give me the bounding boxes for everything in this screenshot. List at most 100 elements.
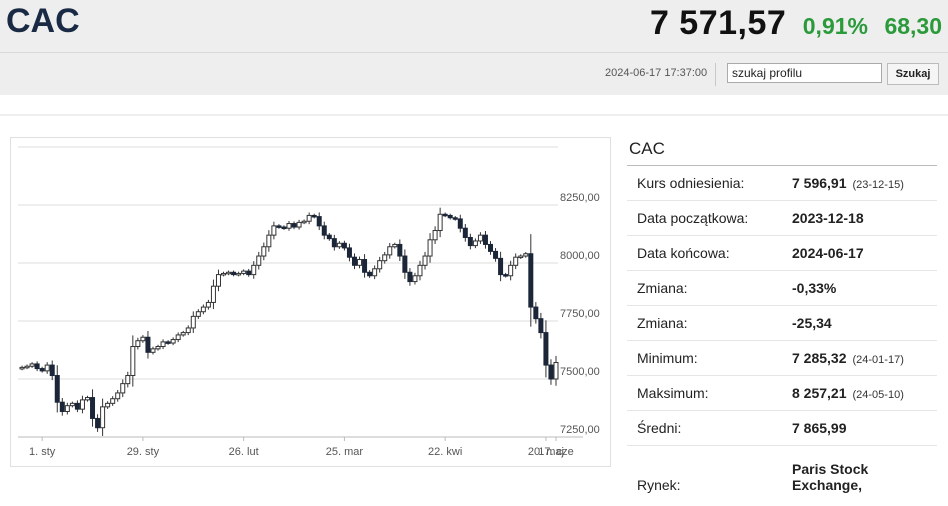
candle-body [297, 222, 301, 227]
candle-body [489, 244, 493, 251]
candle-body [448, 215, 452, 217]
candle-body [322, 226, 326, 235]
candle-body [75, 403, 79, 409]
candle-body [358, 260, 362, 266]
candle-body [337, 243, 341, 246]
candle-body [146, 337, 150, 352]
candle-body [287, 224, 291, 229]
candle-body [136, 341, 140, 347]
search-input[interactable] [727, 63, 882, 83]
candle-body [65, 406, 69, 412]
candle-body [91, 398, 95, 419]
x-tick-label: 1. sty [29, 446, 56, 458]
stat-row-maximum: Maksimum: 8 257,21 (24-05-10) [627, 376, 937, 411]
candle-body [211, 286, 215, 302]
x-tick-label: 29. sty [127, 446, 160, 458]
stat-label: Minimum: [637, 350, 698, 366]
toolbar-separator [715, 63, 716, 86]
candle-body [363, 260, 367, 273]
candle-body [463, 228, 467, 237]
stat-label: Zmiana: [637, 315, 688, 331]
candle-body [312, 215, 316, 217]
stat-value: -0,33% [792, 280, 836, 296]
candle-body [70, 403, 74, 405]
stat-value-text: 7 596,91 [792, 175, 847, 191]
y-tick-label: 7750,00 [560, 308, 600, 320]
stat-value: 7 865,99 [792, 420, 847, 436]
candle-body [342, 243, 346, 248]
candle-body [85, 398, 89, 400]
candle-body [121, 384, 125, 393]
candle-body [50, 365, 54, 375]
price-summary: 7 571,57 0,91% 68,30 [650, 4, 942, 43]
candle-body [453, 218, 457, 220]
candle-body [242, 271, 246, 273]
stat-value: -25,34 [792, 315, 832, 331]
candle-body [111, 399, 115, 404]
candle-body [201, 307, 205, 312]
candle-body [473, 241, 477, 246]
candle-body [166, 342, 170, 344]
candle-body [191, 316, 195, 328]
candle-body [247, 271, 251, 274]
stat-label: Rynek: [637, 477, 681, 493]
candle-body [106, 403, 110, 406]
stats-panel: CAC Kurs odniesienia: 7 596,91 (23-12-15)… [627, 137, 937, 506]
stat-row-start-date: Data początkowa: 2023-12-18 [627, 201, 937, 236]
candle-body [181, 333, 185, 335]
candle-body [529, 254, 533, 307]
candle-body [216, 275, 220, 287]
search-button[interactable]: Szukaj [887, 63, 939, 85]
candle-body [368, 272, 372, 275]
candle-body [317, 217, 321, 226]
candle-body [262, 247, 266, 256]
candle-body [302, 221, 306, 223]
candle-body [378, 261, 382, 269]
candle-body [232, 272, 236, 274]
candle-body [494, 251, 498, 258]
candle-body [80, 400, 84, 409]
candle-body [383, 255, 387, 261]
y-tick-label: 8250,00 [560, 192, 600, 204]
candle-body [252, 265, 256, 274]
header-divider [0, 52, 948, 53]
candle-body [509, 265, 513, 275]
candle-body [196, 312, 200, 317]
candle-body [438, 214, 442, 230]
y-tick-label: 7250,00 [560, 424, 600, 436]
candle-body [25, 366, 29, 368]
candle-body [141, 337, 145, 340]
y-tick-label: 8000,00 [560, 250, 600, 262]
current-price: 7 571,57 [650, 4, 786, 42]
stat-date: (24-01-17) [853, 354, 904, 366]
stat-label: Średni: [637, 420, 681, 436]
stat-value-text: 8 257,21 [792, 385, 847, 401]
stat-label: Maksimum: [637, 385, 709, 401]
candle-body [514, 257, 518, 265]
x-tick-label: 22. kwi [428, 446, 462, 458]
candle-body [388, 247, 392, 255]
candle-body [257, 256, 261, 265]
candle-body [96, 418, 100, 427]
candle-body [519, 256, 523, 258]
stat-date: (23-12-15) [853, 179, 904, 191]
stat-value: 2024-06-17 [792, 245, 864, 261]
candle-body [282, 227, 286, 229]
page-title: CAC [6, 2, 80, 41]
candle-body [20, 367, 24, 369]
stat-label: Data końcowa: [637, 245, 730, 261]
candle-body [131, 347, 135, 376]
candle-body [483, 235, 487, 244]
stat-label: Kurs odniesienia: [637, 175, 744, 191]
candle-body [156, 347, 160, 349]
candle-body [499, 258, 503, 274]
stat-row-change-pct: Zmiana: -0,33% [627, 271, 937, 306]
candle-body [549, 365, 553, 379]
candle-body [292, 224, 296, 227]
stat-value: 7 596,91 (23-12-15) [792, 175, 904, 191]
candle-body [101, 407, 105, 428]
stat-row-market: Rynek: Paris Stock Exchange, [627, 446, 937, 506]
change-absolute: 68,30 [884, 13, 942, 39]
candle-body [206, 302, 210, 307]
candle-body [222, 273, 226, 275]
